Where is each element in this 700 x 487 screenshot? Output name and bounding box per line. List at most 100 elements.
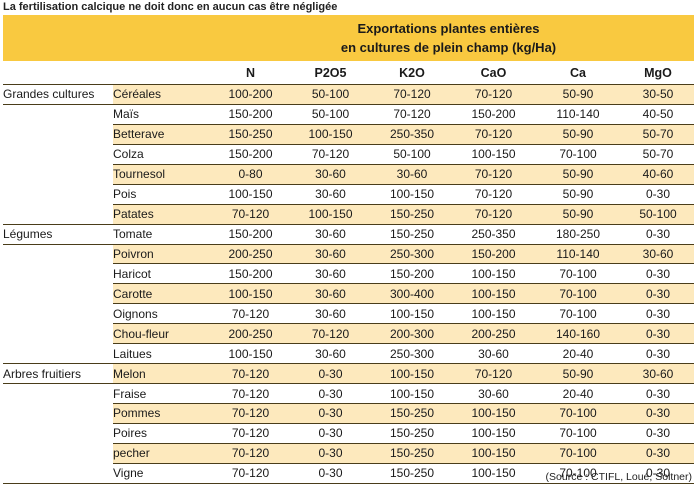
value-cell: 100-150 [453,283,534,305]
category-spacer [3,124,113,145]
value-cell: 150-250 [371,224,453,245]
table-row: pecher 70-120 0-30 150-250 100-150 70-100 0-30 [3,443,694,464]
crop-name: Laitues [113,343,211,365]
crop-name: Oignons [113,303,211,325]
value-cell: 150-200 [453,104,534,125]
value-cell: 70-100 [534,443,622,464]
value-cell: 50-90 [534,184,622,205]
column-header-k2o: K2O [371,62,453,85]
value-cell: 0-30 [622,343,694,365]
value-cell: 50-70 [622,144,694,165]
value-cell: 70-100 [534,263,622,285]
column-header-n: N [211,62,290,85]
value-cell: 30-60 [290,343,371,365]
value-cell: 200-250 [211,244,290,265]
value-cell: 0-30 [622,263,694,285]
value-cell: 50-90 [534,124,622,145]
value-cell: 30-60 [290,303,371,325]
category-spacer [3,244,113,264]
value-cell: 70-120 [453,164,534,185]
value-cell: 100-150 [290,124,371,145]
value-cell: 250-300 [371,343,453,365]
value-cell: 70-120 [211,303,290,325]
value-cell: 150-250 [211,124,290,145]
value-cell: 0-30 [622,224,694,245]
table-row: Patates 70-120 100-150 150-250 70-120 50-90 50… [3,204,694,225]
value-cell: 150-200 [371,263,453,285]
value-cell: 150-250 [371,403,453,424]
value-cell: 110-140 [534,104,622,125]
value-cell: 40-50 [622,104,694,125]
column-header-p2o5: P2O5 [290,62,371,85]
value-cell: 20-40 [534,383,622,404]
category-spacer [3,144,113,165]
table-row: Maïs 150-200 50-100 70-120 150-200 110-140 40-… [3,104,694,125]
crop-name: Colza [113,144,211,165]
value-cell: 0-30 [290,403,371,424]
table-row: Chou-fleur 200-250 70-120 200-300 200-250 140… [3,323,694,345]
value-cell: 70-120 [371,84,453,105]
value-cell: 70-120 [371,104,453,125]
value-cell: 20-40 [534,343,622,365]
value-cell: 150-200 [211,263,290,285]
value-cell: 70-120 [211,423,290,444]
value-cell: 0-30 [622,303,694,325]
value-cell: 150-250 [371,463,453,484]
value-cell: 0-30 [290,463,371,484]
exportations-table: N P2O5 K2O CaO Ca MgO Grandes cultures Cé… [3,62,694,484]
header-title-line-2: en cultures de plein champ (kg/Ha) [340,40,557,55]
header-spacer [3,62,211,85]
value-cell: 100-150 [371,383,453,404]
value-cell: 100-150 [453,303,534,325]
category-spacer [3,323,113,344]
table-row: Oignons 70-120 30-60 100-150 100-150 70-100 0-… [3,303,694,325]
value-cell: 110-140 [534,244,622,265]
table-row: Arbres fruitiers Melon 70-120 0-30 100-150 70… [3,363,694,385]
value-cell: 50-100 [290,84,371,105]
value-cell: 100-150 [371,184,453,205]
table-row: Pommes 70-120 0-30 150-250 100-150 70-100 0-30 [3,403,694,424]
table-body: Grandes cultures Céréales 100-200 50-100 70-… [3,84,694,484]
table-row: Grandes cultures Céréales 100-200 50-100 70-… [3,84,694,105]
crop-name: Maïs [113,104,211,125]
category-label: Légumes [3,224,113,245]
crop-name: Chou-fleur [113,323,211,345]
category-spacer [3,463,113,484]
value-cell: 70-120 [290,144,371,165]
value-cell: 30-60 [290,164,371,185]
value-cell: 30-60 [290,244,371,265]
category-spacer [3,164,113,185]
column-header-cao: CaO [453,62,534,85]
crop-name: Tournesol [113,164,211,185]
value-cell: 40-60 [622,164,694,185]
value-cell: 200-250 [211,323,290,345]
category-spacer [3,283,113,304]
value-cell: 200-300 [371,323,453,345]
value-cell: 0-30 [622,184,694,205]
column-header-mgo: MgO [622,62,694,85]
crop-name: Céréales [113,84,211,105]
crop-name: Tomate [113,224,211,245]
value-cell: 70-120 [453,124,534,145]
table-row: Fraise 70-120 0-30 100-150 30-60 20-40 0-30 [3,383,694,404]
category-spacer [3,204,113,225]
value-cell: 70-120 [211,363,290,385]
value-cell: 50-100 [622,204,694,225]
value-cell: 100-150 [211,343,290,365]
value-cell: 150-200 [211,104,290,125]
value-cell: 0-80 [211,164,290,185]
value-cell: 200-250 [453,323,534,345]
value-cell: 70-120 [453,84,534,105]
category-spacer [3,184,113,205]
crop-name: Melon [113,363,211,385]
value-cell: 250-350 [371,124,453,145]
value-cell: 70-120 [453,204,534,225]
value-cell: 100-150 [371,303,453,325]
crop-name: Patates [113,204,211,225]
category-spacer [3,303,113,324]
crop-name: Fraise [113,383,211,404]
value-cell: 30-60 [290,184,371,205]
value-cell: 0-30 [622,423,694,444]
value-cell: 0-30 [622,443,694,464]
crop-name: Pommes [113,403,211,424]
